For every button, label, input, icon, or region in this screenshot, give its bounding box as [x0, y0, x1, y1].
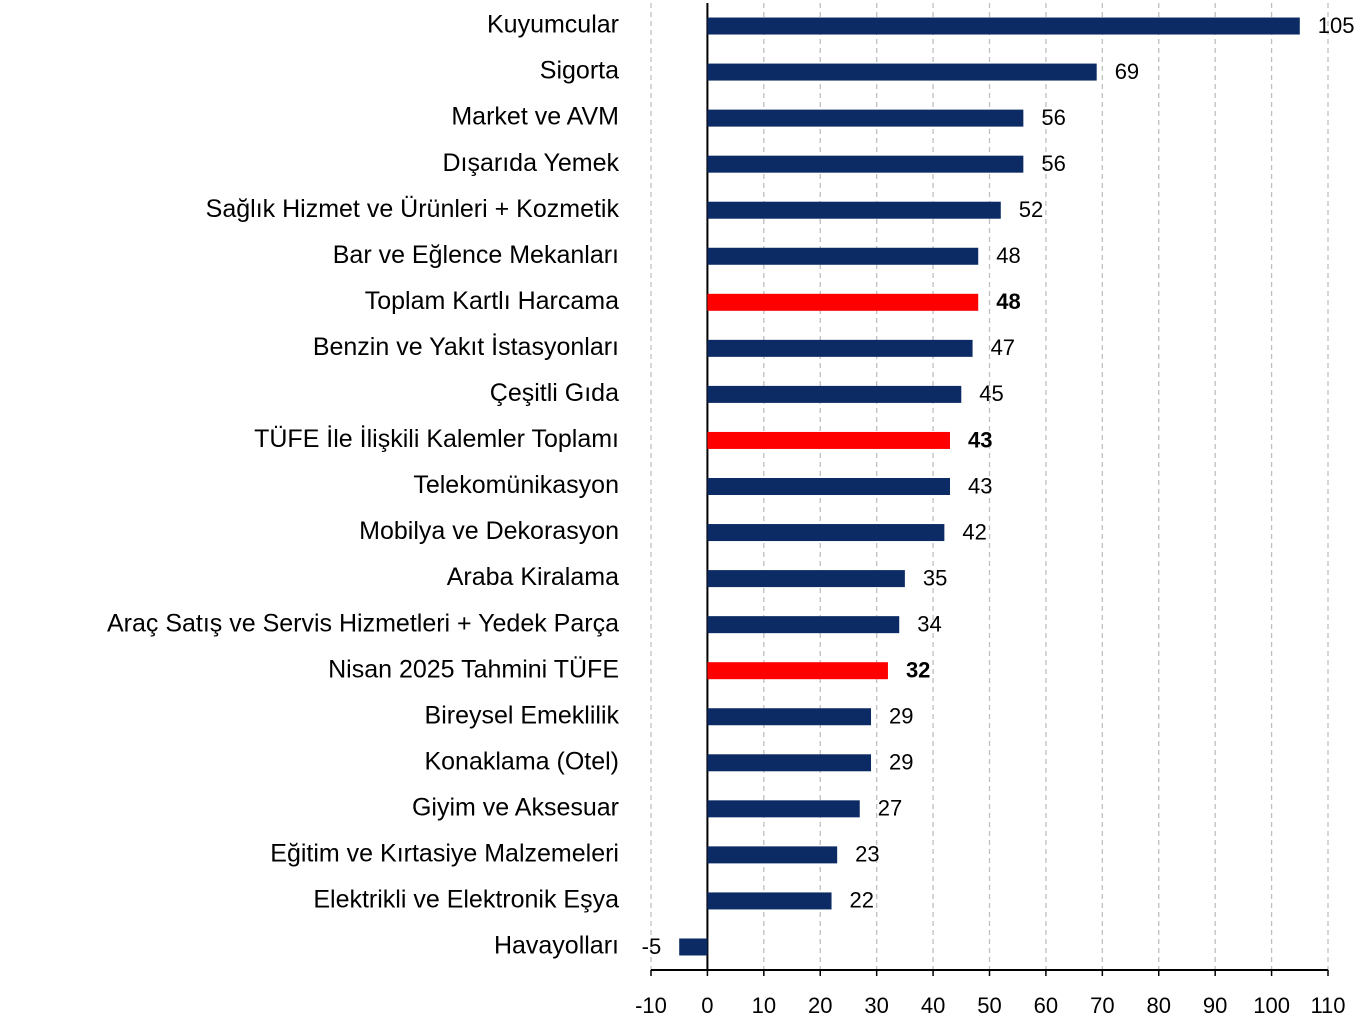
bar — [707, 846, 838, 864]
value-label: 23 — [855, 842, 879, 867]
y-tick-label: Konaklama (Otel) — [424, 747, 619, 775]
bar — [707, 63, 1097, 81]
y-tick-label: Havayolları — [494, 932, 619, 960]
bar — [707, 892, 832, 910]
value-label: 45 — [979, 381, 1003, 406]
x-tick-label: 100 — [1253, 993, 1290, 1018]
y-tick-label: Sigorta — [540, 57, 619, 85]
value-label: 43 — [968, 427, 992, 452]
bar — [707, 155, 1024, 173]
x-tick-label: 20 — [808, 993, 832, 1018]
x-tick-label: 70 — [1090, 993, 1114, 1018]
y-tick-label: Eğitim ve Kırtasiye Malzemeleri — [270, 839, 619, 867]
y-tick-label: Dışarıda Yemek — [443, 149, 620, 177]
value-label: 27 — [878, 796, 902, 821]
y-tick-label: Toplam Kartlı Harcama — [365, 287, 619, 315]
x-tick-label: 50 — [977, 993, 1001, 1018]
y-tick-label: Araç Satış ve Servis Hizmetleri + Yedek … — [107, 609, 619, 637]
y-tick-label: Nisan 2025 Tahmini TÜFE — [328, 655, 619, 683]
bar — [679, 938, 708, 956]
bar — [707, 109, 1024, 127]
x-tick-label: 0 — [701, 993, 713, 1018]
y-tick-label: Araba Kiralama — [447, 563, 619, 591]
value-label: 43 — [968, 473, 992, 498]
y-tick-label: Telekomünikasyon — [413, 471, 619, 499]
y-tick-label: Giyim ve Aksesuar — [412, 793, 619, 821]
value-label: 22 — [850, 888, 874, 913]
y-tick-label: Kuyumcular — [487, 11, 619, 39]
bar — [707, 247, 979, 265]
bar — [707, 662, 888, 680]
value-label: 69 — [1115, 59, 1139, 84]
bar — [707, 385, 962, 403]
value-label: 34 — [917, 611, 941, 636]
value-label: 32 — [906, 658, 930, 683]
bar — [707, 17, 1300, 35]
y-tick-label: Sağlık Hizmet ve Ürünleri + Kozmetik — [206, 195, 620, 223]
bar — [707, 201, 1001, 219]
y-tick-label: Elektrikli ve Elektronik Eşya — [313, 886, 619, 914]
value-label: 48 — [996, 243, 1020, 268]
y-tick-label: Mobilya ve Dekorasyon — [359, 517, 619, 545]
x-tick-label: 80 — [1147, 993, 1171, 1018]
value-label: -5 — [642, 934, 662, 959]
y-tick-label: Çeşitli Gıda — [490, 379, 619, 407]
value-label: 42 — [962, 519, 986, 544]
y-tick-label: Bar ve Eğlence Mekanları — [333, 241, 619, 269]
bar — [707, 570, 905, 588]
bar — [707, 800, 860, 818]
bar — [707, 478, 951, 495]
y-tick-label: Benzin ve Yakıt İstasyonları — [313, 332, 619, 361]
bar — [707, 339, 973, 357]
value-label: 29 — [889, 704, 913, 729]
bar — [707, 754, 872, 772]
x-tick-label: 30 — [864, 993, 888, 1018]
bar — [707, 708, 872, 726]
y-tick-label: TÜFE İle İlişkili Kalemler Toplamı — [254, 424, 619, 453]
value-label: 48 — [996, 289, 1020, 314]
bar — [707, 293, 979, 311]
x-tick-label: 110 — [1310, 993, 1345, 1018]
x-tick-label: 10 — [752, 993, 776, 1018]
y-tick-label: Market ve AVM — [451, 103, 619, 131]
x-tick-label: 60 — [1034, 993, 1058, 1018]
value-label: 52 — [1019, 197, 1043, 222]
value-label: 35 — [923, 565, 947, 590]
value-label: 47 — [991, 335, 1015, 360]
value-label: 29 — [889, 750, 913, 775]
x-tick-label: 40 — [921, 993, 945, 1018]
value-label: 56 — [1041, 151, 1065, 176]
bar — [707, 616, 900, 634]
value-label: 56 — [1041, 105, 1065, 130]
value-label: 105 — [1318, 13, 1355, 38]
bar — [707, 524, 945, 542]
y-tick-label: Bireysel Emeklilik — [425, 701, 620, 729]
x-tick-label: 90 — [1203, 993, 1227, 1018]
bar — [707, 431, 951, 449]
x-tick-label: -10 — [635, 993, 667, 1018]
